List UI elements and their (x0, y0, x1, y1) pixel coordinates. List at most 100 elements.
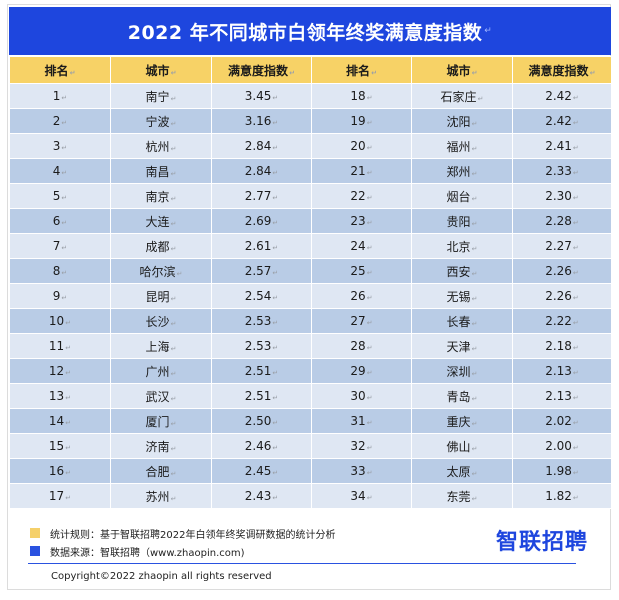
cell-rank-right: 21↵ (311, 158, 412, 184)
paragraph-mark-icon: ↵ (572, 444, 579, 452)
cell-index-left: 2.45↵ (211, 458, 312, 484)
cell-rank-left: 9↵ (9, 283, 111, 309)
cell-city-right: 沈阳↵ (411, 108, 513, 134)
cell-city-right: 重庆↵ (411, 408, 513, 434)
paragraph-mark-icon: ↵ (272, 494, 279, 502)
table-row: 8↵ 哈尔滨↵ 2.57↵ 25↵ 西安↵ 2.26↵ (9, 258, 612, 284)
cell-rank-right: 28↵ (311, 333, 412, 359)
cell-index-left: 2.84↵ (211, 133, 312, 159)
paragraph-mark-icon: ↵ (572, 419, 579, 427)
cell-rank-left: 2↵ (9, 108, 111, 134)
paragraph-mark-icon: ↵ (61, 244, 68, 252)
cell-index-left: 2.77↵ (211, 183, 312, 209)
cell-index-right: 2.27↵ (512, 233, 612, 259)
cell-city-right: 烟台↵ (411, 183, 513, 209)
cell-rank-left: 12↵ (9, 358, 111, 384)
paragraph-mark-icon: ↵ (272, 244, 279, 252)
cell-index-left: 2.84↵ (211, 158, 312, 184)
cell-city-left: 哈尔滨↵ (110, 258, 212, 284)
cell-city-right: 东莞↵ (411, 483, 513, 509)
paragraph-mark-icon: ↵ (471, 244, 478, 253)
paragraph-mark-icon: ↵ (272, 444, 279, 452)
paragraph-mark-icon: ↵ (170, 469, 177, 478)
paragraph-mark-icon: ↵ (61, 169, 68, 177)
paragraph-mark-icon: ↵ (477, 94, 484, 103)
paragraph-mark-icon: ↵ (272, 219, 279, 227)
table-header-row: 排名↵ 城市↵ 满意度指数↵ 排名↵ 城市↵ 满意度指数↵ (9, 56, 612, 84)
paragraph-mark-icon: ↵ (61, 144, 68, 152)
paragraph-mark-icon: ↵ (572, 244, 579, 252)
table-row: 2↵ 宁波↵ 3.16↵ 19↵ 沈阳↵ 2.42↵ (9, 108, 612, 134)
cell-rank-right: 19↵ (311, 108, 412, 134)
cell-index-right: 2.00↵ (512, 433, 612, 459)
paragraph-mark-icon: ↵ (272, 344, 279, 352)
paragraph-mark-icon: ↵ (272, 144, 279, 152)
paragraph-mark-icon: ↵ (61, 219, 68, 227)
cell-city-right: 西安↵ (411, 258, 513, 284)
paragraph-mark-icon: ↵ (61, 94, 68, 102)
paragraph-mark-icon: ↵ (272, 419, 279, 427)
paragraph-mark-icon: ↵ (471, 194, 478, 203)
paragraph-mark-icon: ↵ (170, 94, 177, 103)
paragraph-mark-icon: ↵ (366, 319, 373, 327)
cell-city-left: 广州↵ (110, 358, 212, 384)
legend-source: 数据来源：智联招聘（www.zhaopin.com) (30, 542, 335, 560)
cell-index-right: 2.28↵ (512, 208, 612, 234)
cell-rank-left: 6↵ (9, 208, 111, 234)
paragraph-mark-icon: ↵ (61, 119, 68, 127)
paragraph-mark-icon: ↵ (471, 219, 478, 228)
cell-city-left: 南昌↵ (110, 158, 212, 184)
cell-index-right: 2.26↵ (512, 283, 612, 309)
paragraph-mark-icon: ↵ (572, 469, 579, 477)
page-title: 2022 年不同城市白领年终奖满意度指数 (127, 21, 483, 44)
table-row: 6↵ 大连↵ 2.69↵ 23↵ 贵阳↵ 2.28↵ (9, 208, 612, 234)
cell-rank-right: 25↵ (311, 258, 412, 284)
paragraph-mark-icon: ↵ (366, 419, 373, 427)
paragraph-mark-icon: ↵ (572, 269, 579, 277)
cell-index-left: 3.45↵ (211, 83, 312, 109)
cell-rank-left: 8↵ (9, 258, 111, 284)
cell-rank-right: 27↵ (311, 308, 412, 334)
cell-city-right: 北京↵ (411, 233, 513, 259)
paragraph-mark-icon: ↵ (65, 444, 72, 452)
paragraph-mark-icon: ↵ (366, 269, 373, 277)
paragraph-mark-icon: ↵ (366, 244, 373, 252)
cell-rank-right: 18↵ (311, 83, 412, 109)
table-row: 12↵ 广州↵ 2.51↵ 29↵ 深圳↵ 2.13↵ (9, 358, 612, 384)
paragraph-mark-icon: ↵ (572, 119, 579, 127)
paragraph-mark-icon: ↵ (170, 294, 177, 303)
paragraph-mark-icon: ↵ (471, 444, 478, 453)
paragraph-mark-icon: ↵ (366, 194, 373, 202)
paragraph-mark-icon: ↵ (176, 269, 183, 278)
cell-city-left: 南京↵ (110, 183, 212, 209)
cell-rank-left: 15↵ (9, 433, 111, 459)
cell-rank-left: 11↵ (9, 333, 111, 359)
paragraph-mark-icon: ↵ (366, 444, 373, 452)
paragraph-mark-icon: ↵ (65, 369, 72, 377)
cell-rank-right: 29↵ (311, 358, 412, 384)
paragraph-mark-icon: ↵ (471, 119, 478, 128)
cell-city-left: 苏州↵ (110, 483, 212, 509)
paragraph-mark-icon: ↵ (471, 144, 478, 153)
cell-index-left: 2.53↵ (211, 333, 312, 359)
blue-square-icon (30, 546, 40, 556)
paragraph-mark-icon: ↵ (170, 369, 177, 378)
cell-rank-right: 30↵ (311, 383, 412, 409)
cell-index-left: 2.46↵ (211, 433, 312, 459)
paragraph-mark-icon: ↵ (170, 394, 177, 403)
copyright-text: Copyright©2022 zhaopin all rights reserv… (51, 571, 272, 582)
paragraph-mark-icon: ↵ (170, 344, 177, 353)
table-row: 13↵ 武汉↵ 2.51↵ 30↵ 青岛↵ 2.13↵ (9, 383, 612, 409)
table-row: 10↵ 长沙↵ 2.53↵ 27↵ 长春↵ 2.22↵ (9, 308, 612, 334)
cell-city-left: 武汉↵ (110, 383, 212, 409)
table-row: 17↵ 苏州↵ 2.43↵ 34↵ 东莞↵ 1.82↵ (9, 483, 612, 509)
paragraph-mark-icon: ↵ (272, 319, 279, 327)
cell-rank-left: 1↵ (9, 83, 111, 109)
paragraph-mark-icon: ↵ (170, 169, 177, 178)
cell-rank-left: 5↵ (9, 183, 111, 209)
paragraph-mark-icon: ↵ (366, 369, 373, 377)
table-row: 11↵ 上海↵ 2.53↵ 28↵ 天津↵ 2.18↵ (9, 333, 612, 359)
cell-rank-left: 7↵ (9, 233, 111, 259)
cell-city-right: 太原↵ (411, 458, 513, 484)
cell-city-left: 杭州↵ (110, 133, 212, 159)
